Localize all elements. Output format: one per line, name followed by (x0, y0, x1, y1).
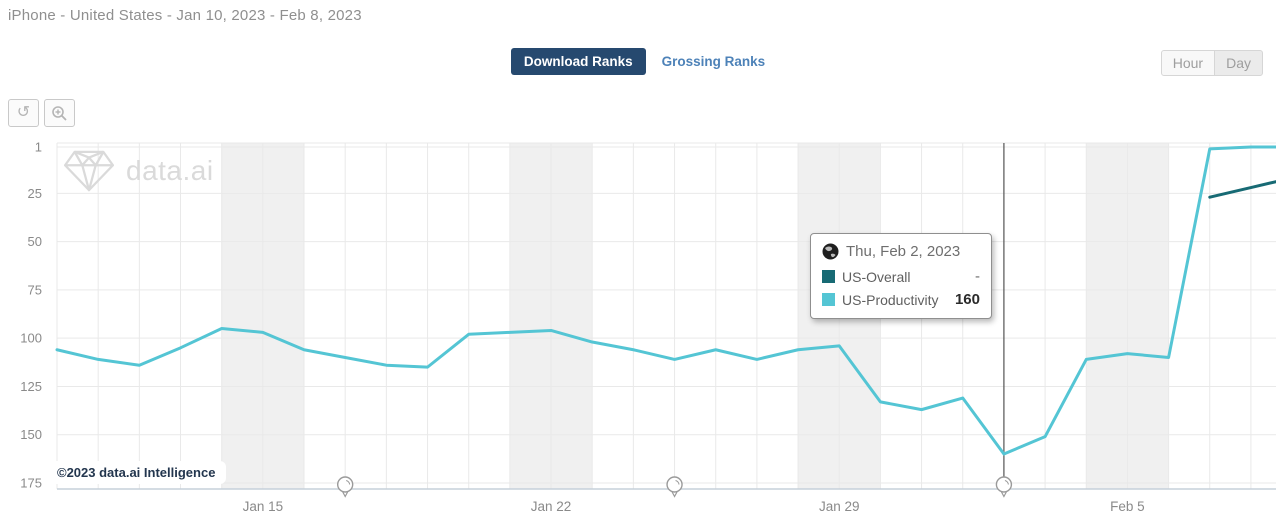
chart-tooltip: Thu, Feb 2, 2023 US-Overall - US-Product… (810, 233, 992, 319)
us-productivity-line[interactable] (55, 145, 1276, 456)
productivity-series-label: US-Productivity (842, 291, 939, 308)
page-title: iPhone - United States - Jan 10, 2023 - … (8, 7, 362, 24)
y-axis-tick-label: 125 (20, 379, 42, 394)
zoom-in-button[interactable] (44, 99, 75, 127)
tab-grossing-ranks[interactable]: Grossing Ranks (661, 54, 766, 69)
tooltip-row-productivity: US-Productivity 160 (822, 291, 980, 308)
tooltip-header: Thu, Feb 2, 2023 (822, 243, 980, 260)
undo-reset-icon: ↺ (16, 104, 31, 121)
y-axis-tick-label: 50 (28, 234, 42, 249)
day-button[interactable]: Day (1214, 50, 1263, 76)
overall-series-value: - (975, 268, 980, 285)
tooltip-date: Thu, Feb 2, 2023 (846, 243, 961, 260)
y-axis-tick-label: 150 (20, 427, 42, 442)
y-axis-tick-label: 75 (28, 282, 42, 297)
overall-series-label: US-Overall (842, 268, 911, 285)
event-marker[interactable] (995, 476, 1013, 493)
overall-series-swatch (822, 270, 835, 283)
x-axis-tick-label: Feb 5 (1110, 499, 1145, 514)
granularity-toggle: Hour Day (1160, 50, 1263, 76)
y-axis-tick-label: 1 (35, 140, 42, 155)
x-axis-tick-label: Jan 29 (819, 499, 860, 514)
rank-type-tabs: Download Ranks Grossing Ranks (0, 48, 1276, 75)
event-marker[interactable] (336, 476, 354, 493)
y-axis-tick-label: 25 (28, 186, 42, 201)
x-axis-tick-label: Jan 22 (531, 499, 572, 514)
tooltip-row-overall: US-Overall - (822, 268, 980, 285)
chart-zoom-controls: ↺ (8, 99, 75, 127)
magnifier-plus-icon (52, 105, 67, 121)
y-axis-tick-label: 100 (20, 331, 42, 346)
y-axis-tick-label: 175 (20, 476, 42, 491)
tab-download-ranks[interactable]: Download Ranks (510, 48, 646, 75)
hour-button[interactable]: Hour (1160, 50, 1216, 76)
copyright-label: ©2023 data.ai Intelligence (46, 461, 227, 484)
productivity-series-value: 160 (954, 291, 980, 308)
reset-zoom-button[interactable]: ↺ (8, 99, 39, 127)
productivity-series-swatch (822, 293, 835, 306)
globe-icon (822, 243, 839, 260)
us-overall-line[interactable] (1208, 180, 1276, 199)
x-axis-tick-label: Jan 15 (243, 499, 284, 514)
event-marker[interactable] (666, 476, 683, 493)
